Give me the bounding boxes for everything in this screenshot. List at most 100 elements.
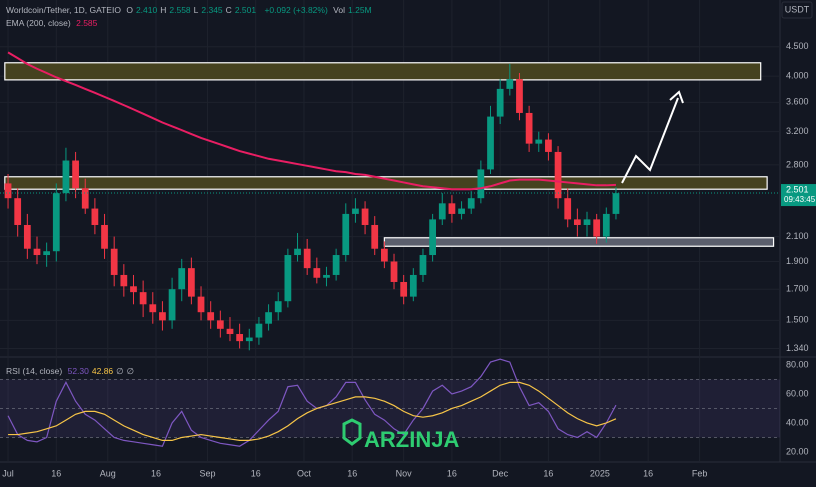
- rsi-value: ∅: [116, 366, 124, 376]
- y-tick-label: 1.700: [786, 284, 809, 294]
- rsi-line: [8, 381, 617, 441]
- candle-body: [236, 334, 244, 342]
- x-tick-label: 16: [251, 468, 261, 478]
- x-tick-label: 16: [447, 468, 457, 478]
- ema-value: 2.585: [76, 18, 98, 28]
- candle-body: [506, 79, 514, 89]
- ema-line: [7, 51, 617, 191]
- candle-body: [487, 116, 494, 170]
- candle-body: [207, 312, 215, 321]
- y-tick-label: 60.00: [786, 388, 809, 398]
- change: +0.092 (+3.82%): [264, 5, 328, 15]
- candle-body: [448, 203, 456, 214]
- candle-body: [516, 79, 523, 113]
- x-tick-label: Nov: [396, 468, 413, 478]
- candle-body: [332, 255, 340, 275]
- rsi-line: [7, 358, 617, 447]
- rsi-name: RSI (14, close): [6, 366, 63, 376]
- candle-body: [361, 208, 369, 225]
- x-tick-label: 16: [51, 468, 61, 478]
- candle-body: [593, 219, 601, 237]
- x-tick-label: Dec: [492, 468, 509, 478]
- y-tick-label: 20.00: [786, 446, 809, 456]
- candle-body: [602, 213, 610, 237]
- candle-body: [101, 224, 108, 249]
- currency-box[interactable]: [781, 1, 813, 19]
- candle-body: [554, 151, 562, 199]
- candle-body: [23, 224, 31, 249]
- ohlc-value: 2.410: [135, 5, 158, 15]
- candle-body: [81, 188, 89, 209]
- candle-body: [390, 261, 398, 282]
- candle-body: [409, 274, 417, 297]
- y-tick-label: 80.00: [786, 359, 809, 369]
- candle-body: [380, 248, 388, 262]
- y-tick-label: 4.500: [786, 41, 809, 51]
- candle-body: [294, 248, 301, 256]
- zone: [383, 237, 775, 247]
- candle-body: [342, 213, 350, 256]
- candle-body: [120, 274, 128, 287]
- candle-body: [313, 268, 321, 278]
- y-tick-label: 3.600: [786, 97, 809, 107]
- rsi-values: 52.30 42.86 ∅ ∅: [68, 366, 137, 376]
- candle-body: [197, 296, 205, 313]
- projection-arrow: [621, 97, 679, 184]
- candle-body: [265, 312, 272, 324]
- candle-body: [130, 286, 137, 293]
- ohlc-value: 2.345: [201, 5, 223, 15]
- x-tick-label: 16: [543, 468, 553, 478]
- y-tick-label: 4.000: [786, 70, 809, 80]
- candle-body: [429, 219, 436, 256]
- watermark: ARZINJA: [342, 418, 459, 452]
- projection-arrowhead: [669, 90, 684, 104]
- candle-body: [371, 224, 379, 249]
- candle-body: [303, 248, 311, 269]
- candle-body: [149, 304, 157, 313]
- candle-body: [458, 208, 465, 214]
- last-price-box: [781, 184, 816, 207]
- zone: [4, 176, 768, 190]
- candle-body: [573, 219, 581, 225]
- y-tick-label: 1.500: [786, 315, 809, 325]
- ohlc-key: O: [126, 5, 133, 15]
- candle-body: [216, 320, 224, 329]
- candle-body: [419, 255, 427, 275]
- candle-body: [535, 139, 543, 144]
- x-tick-label: 2025: [590, 468, 610, 478]
- candle-body: [245, 337, 253, 342]
- currency[interactable]: USDT: [785, 4, 810, 14]
- ohlc-value: 2.501: [234, 5, 257, 15]
- candle-body: [438, 203, 446, 220]
- candle-body: [62, 160, 70, 194]
- candle-body: [110, 248, 118, 275]
- rsi-legend: RSI (14, close) 52.30 42.86 ∅ ∅: [6, 366, 140, 377]
- zone: [4, 62, 762, 81]
- candle-body: [52, 193, 60, 252]
- candle-body: [43, 251, 51, 256]
- candle-body: [496, 88, 504, 117]
- last-price-label: 2.501: [786, 184, 809, 194]
- x-tick-label: Jul: [2, 468, 14, 478]
- candle-body: [564, 198, 572, 220]
- candle-body: [545, 139, 552, 152]
- y-tick-label: 2.800: [786, 159, 809, 169]
- candle-body: [477, 169, 485, 199]
- candle-body: [583, 219, 591, 225]
- candle-body: [400, 281, 408, 297]
- candle-body: [352, 208, 359, 214]
- ohlc-key: L: [193, 5, 199, 15]
- symbol: Worldcoin/Tether, 1D, GATEIO: [6, 5, 121, 15]
- candle-body: [525, 112, 533, 144]
- ohlc-key: C: [225, 5, 232, 15]
- candle-body: [159, 312, 166, 321]
- volume: 1.25M: [348, 5, 372, 15]
- candle-body: [612, 193, 620, 214]
- candle-body: [4, 183, 12, 199]
- candle-body: [72, 160, 79, 189]
- candle-body: [226, 328, 234, 335]
- x-tick-label: Sep: [199, 468, 215, 478]
- ohlc: O 2.410 H 2.558 L 2.345 C 2.501: [126, 5, 259, 15]
